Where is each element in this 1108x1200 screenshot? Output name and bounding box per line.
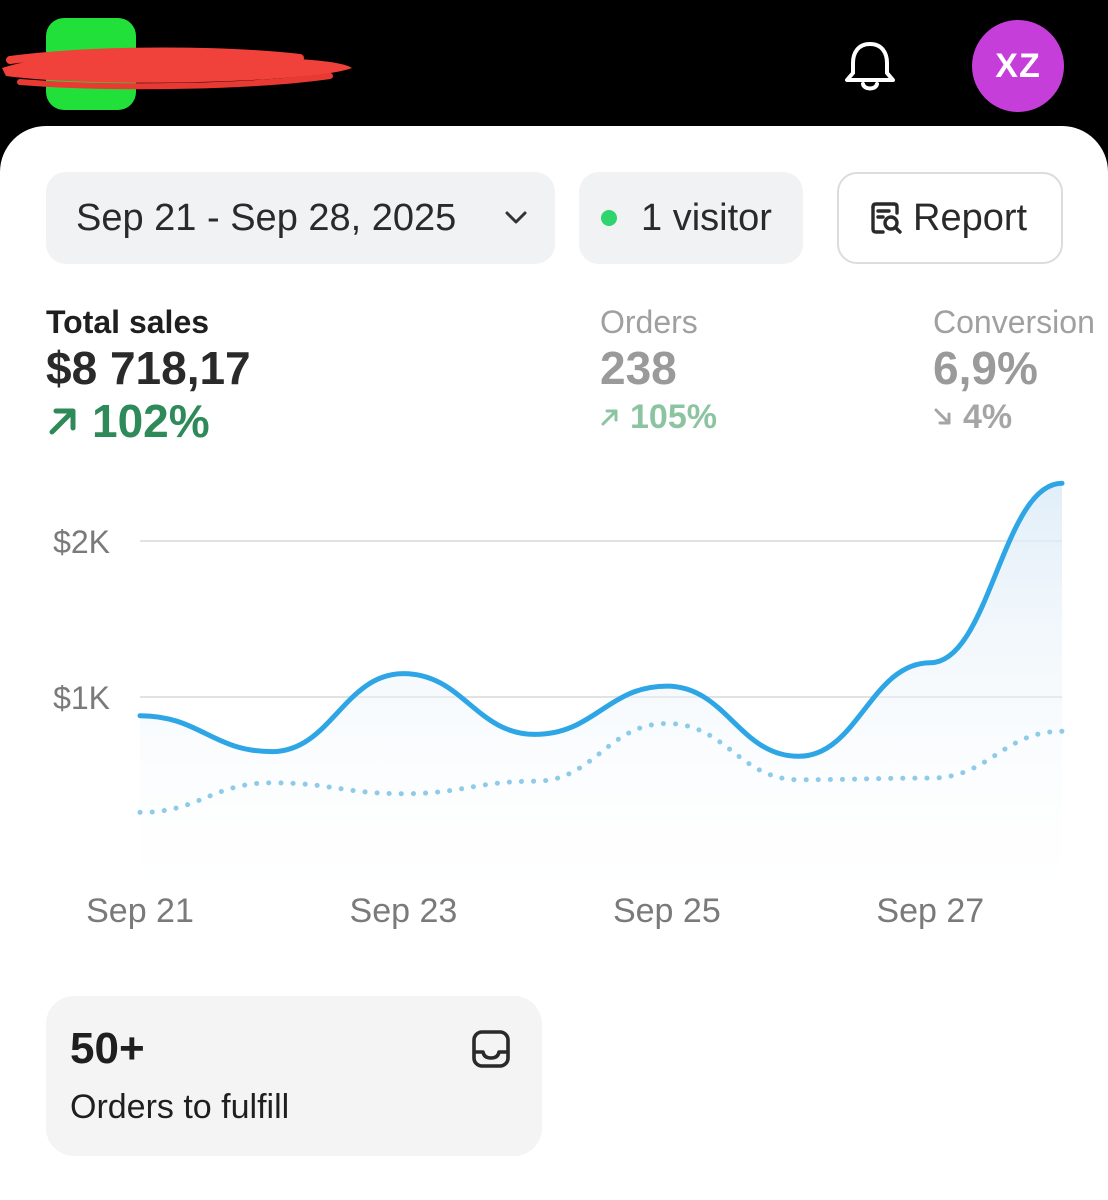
live-dot-icon bbox=[601, 210, 617, 226]
orders-metric[interactable]: Orders 238 105% bbox=[600, 302, 717, 440]
conversion-metric[interactable]: Conversion 6,9% 4% bbox=[933, 302, 1095, 440]
sales-area-fill bbox=[140, 483, 1062, 933]
conversion-value: 6,9% bbox=[933, 342, 1038, 394]
orders-label: Orders bbox=[600, 304, 698, 340]
report-search-icon bbox=[871, 202, 902, 234]
arrow-up-right-icon bbox=[601, 409, 618, 426]
x-tick-label: Sep 27 bbox=[876, 892, 984, 930]
total-sales-metric[interactable]: Total sales $8 718,17 102% bbox=[46, 302, 251, 448]
total-sales-value: $8 718,17 bbox=[46, 342, 251, 394]
chart-series-previous-line bbox=[137, 720, 1065, 815]
x-tick-label: Sep 23 bbox=[350, 892, 458, 930]
y-tick-label: $2K bbox=[53, 524, 110, 560]
avatar[interactable]: XZ bbox=[972, 20, 1064, 112]
x-tick-label: Sep 21 bbox=[86, 892, 194, 930]
top-bar: XZ bbox=[0, 0, 1108, 130]
date-range-label: Sep 21 - Sep 28, 2025 bbox=[76, 196, 457, 239]
report-label: Report bbox=[913, 196, 1028, 239]
total-sales-change: 102% bbox=[46, 394, 251, 448]
chart-series-current-line bbox=[137, 480, 1065, 759]
report-button[interactable]: Report bbox=[837, 172, 1063, 264]
conversion-change-value: 4% bbox=[963, 398, 1013, 436]
fulfill-count: 50+ bbox=[70, 1024, 145, 1073]
redaction-mark bbox=[2, 47, 352, 90]
total-sales-label: Total sales bbox=[46, 304, 210, 340]
visitor-count: 1 visitor bbox=[641, 196, 772, 239]
date-range-selector[interactable]: Sep 21 - Sep 28, 2025 bbox=[46, 172, 555, 264]
orders-value: 238 bbox=[600, 342, 677, 394]
live-visitors-button[interactable]: 1 visitor bbox=[579, 172, 803, 264]
arrow-up-right-icon bbox=[49, 408, 76, 435]
conversion-change: 4% bbox=[933, 394, 1095, 440]
conversion-label: Conversion bbox=[933, 304, 1095, 340]
x-tick-label: Sep 25 bbox=[613, 892, 721, 930]
total-sales-change-value: 102% bbox=[92, 395, 210, 447]
arrow-down-right-icon bbox=[934, 408, 951, 425]
dashboard-card: Sep 21 - Sep 28, 2025 1 visitor Report T… bbox=[0, 126, 1108, 1200]
chevron-down-icon bbox=[505, 211, 527, 224]
orders-change: 105% bbox=[600, 394, 717, 440]
sales-chart[interactable]: $1K $2K Sep 21 Sep 23 Sep 25 Sep 27 bbox=[0, 456, 1108, 956]
orders-change-value: 105% bbox=[630, 398, 717, 436]
inbox-icon bbox=[472, 1030, 510, 1068]
y-tick-label: $1K bbox=[53, 680, 110, 716]
orders-to-fulfill-card[interactable]: 50+ Orders to fulfill bbox=[46, 996, 542, 1156]
bell-icon[interactable] bbox=[838, 34, 902, 98]
fulfill-label: Orders to fulfill bbox=[70, 1088, 290, 1126]
